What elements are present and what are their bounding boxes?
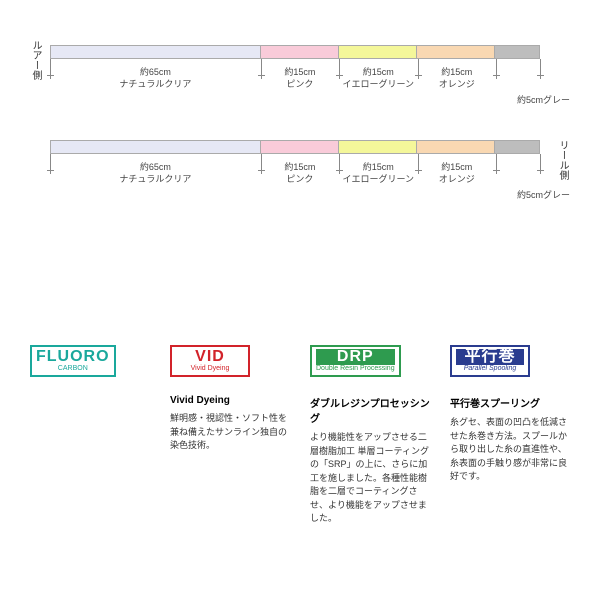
logo-big-text: DRP [316,349,395,365]
segment [339,46,417,58]
features-row: FLUOROCARBONVIDVivid DyeingVivid Dyeing鮮… [30,345,570,526]
line-bar: 約65cmナチュラルクリア約15cmピンク約15cmイエローグリーン約15cmオ… [50,140,540,154]
segment-label: 約15cmイエローグリーン [339,162,417,185]
lure-side-label: ルアー側 [28,40,43,80]
segment [417,46,495,58]
segment [417,141,495,153]
segment-label: 約15cmオレンジ [418,67,496,90]
tick-mark [540,154,541,174]
logo-small-text: CARBON [36,365,110,373]
segment [339,141,417,153]
segment-label: 約65cmナチュラルクリア [50,67,261,90]
feature-description: より機能性をアップさせる二層樹脂加工 単層コーティングの「SRP」の上に、さらに… [310,431,430,526]
segment [51,46,261,58]
segment-label: 約65cmナチュラルクリア [50,162,261,185]
segment [495,46,539,58]
feature-logo: DRPDouble Resin Processing [310,345,401,377]
segment [495,141,539,153]
segment [261,141,339,153]
logo-small-text: Vivid Dyeing [176,365,244,373]
feature-column: FLUOROCARBON [30,345,150,526]
segment-label: 約15cmピンク [261,67,339,90]
tick-mark [496,59,497,79]
logo-small-text: Double Resin Processing [316,365,395,373]
segment [51,141,261,153]
tail-label: 約5cmグレー [517,93,570,106]
feature-title: 平行巻スプーリング [450,395,570,410]
segment-label: 約15cmピンク [261,162,339,185]
segment-label: 約15cmオレンジ [418,162,496,185]
feature-title: ダブルレジンプロセッシング [310,395,430,425]
logo-big-text: FLUORO [36,349,110,365]
feature-logo: FLUOROCARBON [30,345,116,377]
feature-description: 糸グセ、表面の凹凸を低減させた糸巻き方法。スプールから取り出した糸の直進性や、糸… [450,416,570,484]
segment [261,46,339,58]
feature-logo: VIDVivid Dyeing [170,345,250,377]
segment-label: 約15cmイエローグリーン [339,67,417,90]
feature-logo: 平行巻Parallel Spooling [450,345,530,377]
feature-column: DRPDouble Resin Processing ダブルレジンプロセッシングよ… [310,345,430,526]
logo-big-text: 平行巻 [456,349,524,365]
logo-big-text: VID [176,349,244,365]
tick-mark [496,154,497,174]
reel-side-label: リール側 [555,140,570,180]
logo-small-text: Parallel Spooling [456,365,524,373]
feature-column: VIDVivid DyeingVivid Dyeing鮮明感・視認性・ソフト性を… [170,345,290,526]
tick-mark [540,59,541,79]
tail-label: 約5cmグレー [517,188,570,201]
feature-description: 鮮明感・視認性・ソフト性を兼ね備えたサンライン独自の染色技術。 [170,412,290,453]
feature-title: Vivid Dyeing [170,395,290,406]
line-bar: 約65cmナチュラルクリア約15cmピンク約15cmイエローグリーン約15cmオ… [50,45,540,59]
feature-column: 平行巻Parallel Spooling 平行巻スプーリング糸グセ、表面の凹凸を低… [450,345,570,526]
